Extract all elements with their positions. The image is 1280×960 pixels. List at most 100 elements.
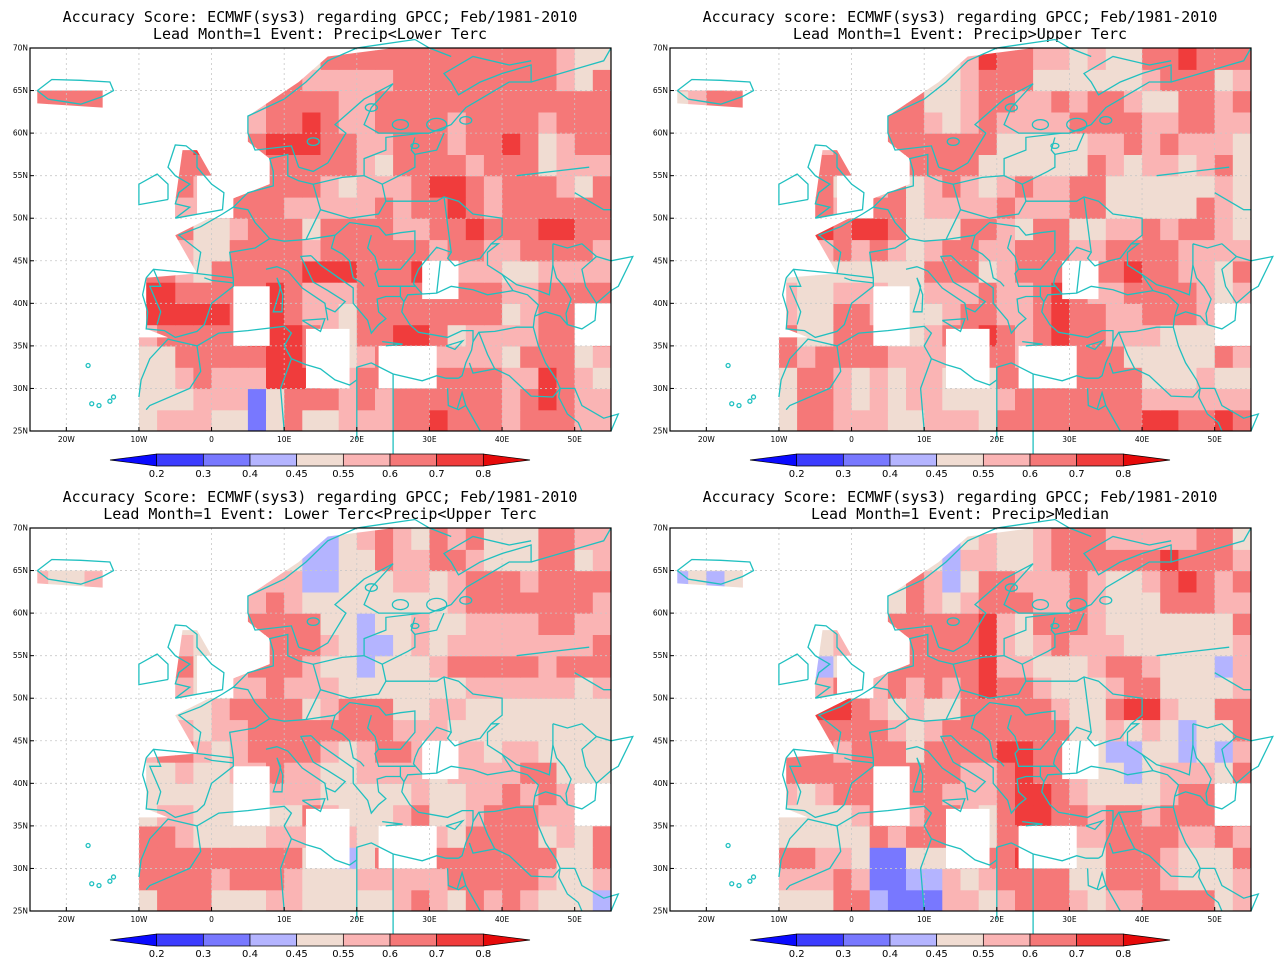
field-cell xyxy=(1196,634,1216,657)
coastline-segment xyxy=(1170,527,1252,563)
coastline-segment xyxy=(204,277,234,284)
coastline-segment xyxy=(138,653,169,686)
field-cell xyxy=(592,591,611,614)
field-cell xyxy=(375,613,394,635)
coastline-segment xyxy=(919,838,933,912)
field-cell xyxy=(1087,698,1107,721)
colorbar-label: 0.45 xyxy=(286,949,308,960)
field-cell xyxy=(1105,591,1125,614)
field-cell xyxy=(924,239,943,262)
colorbar-label: 0.55 xyxy=(332,949,354,960)
field-cell xyxy=(284,740,303,763)
field-cell xyxy=(887,698,907,721)
field-cell xyxy=(247,196,267,219)
field-cell xyxy=(1051,783,1071,806)
no-data-area xyxy=(1062,260,1099,300)
no-data-area xyxy=(574,303,611,346)
lat-tick-label: 35N xyxy=(13,821,28,830)
no-data-area xyxy=(1018,345,1077,389)
coastline-segment xyxy=(177,612,430,754)
field-cell xyxy=(247,591,267,614)
field-cell xyxy=(1160,367,1179,390)
field-cell xyxy=(447,783,467,806)
field-cell xyxy=(483,762,503,784)
field-cell xyxy=(1033,260,1052,283)
field-cell xyxy=(502,324,521,347)
field-cell xyxy=(338,69,358,92)
field-cell xyxy=(1105,698,1125,721)
field-cell xyxy=(465,239,485,262)
field-cell xyxy=(556,111,576,134)
field-cell xyxy=(1051,528,1071,550)
field-cell xyxy=(320,388,340,411)
field-cell xyxy=(556,825,576,848)
field-cell xyxy=(266,367,285,390)
field-cell xyxy=(1142,698,1161,721)
field-cell xyxy=(1160,825,1179,848)
field-cell xyxy=(266,196,285,219)
field-cell xyxy=(556,528,576,550)
field-cell xyxy=(887,889,907,911)
field-cell xyxy=(520,549,539,572)
colorbar-segment xyxy=(889,933,938,947)
field-cell xyxy=(483,175,503,198)
field-cell xyxy=(1160,175,1179,198)
field-cell xyxy=(1051,196,1071,219)
field-cell xyxy=(592,549,611,572)
field-cell xyxy=(302,719,322,742)
field-cell xyxy=(538,570,558,593)
field-cell xyxy=(356,409,376,431)
field-cell xyxy=(502,549,521,572)
field-cell xyxy=(538,133,558,155)
field-cell xyxy=(677,570,689,593)
field-cell xyxy=(375,239,394,262)
coastline-segment xyxy=(443,676,452,733)
coastline-segment xyxy=(436,740,441,774)
field-cell xyxy=(797,388,816,411)
field-cell xyxy=(157,868,176,891)
lake-outline xyxy=(426,597,448,612)
field-cell xyxy=(211,889,231,911)
field-cell xyxy=(266,825,285,848)
coastline-segment xyxy=(414,612,445,636)
field-cell xyxy=(592,762,611,784)
field-cell xyxy=(175,324,195,347)
field-cell xyxy=(1105,847,1125,870)
coastline-segment xyxy=(919,358,933,432)
field-cell xyxy=(1123,868,1143,891)
field-cell xyxy=(960,409,980,431)
field-cell xyxy=(302,889,322,911)
field-cell xyxy=(960,282,980,304)
field-cell xyxy=(483,367,503,390)
field-cell xyxy=(375,804,394,827)
field-cell xyxy=(411,154,431,177)
lat-tick-label: 65N xyxy=(13,86,28,95)
field-cell xyxy=(502,133,521,155)
field-cell xyxy=(978,409,998,431)
field-cell xyxy=(1069,634,1089,657)
field-cell xyxy=(266,655,285,678)
lat-tick-label: 60N xyxy=(13,609,28,618)
field-cell xyxy=(556,549,576,572)
field-cell xyxy=(429,69,449,92)
field-cell xyxy=(538,367,558,390)
field-cell xyxy=(1178,282,1198,304)
field-cell xyxy=(157,409,176,431)
field-cell xyxy=(284,154,303,177)
coastline-segment xyxy=(552,723,598,810)
field-cell xyxy=(37,570,49,593)
field-cell xyxy=(556,282,576,304)
field-cell xyxy=(465,409,485,431)
field-cell xyxy=(978,762,998,784)
field-cell xyxy=(942,591,962,614)
field-cell xyxy=(447,303,467,326)
island-outline xyxy=(747,398,753,404)
coastline-segment xyxy=(1039,285,1055,297)
field-cell xyxy=(483,282,503,304)
coastline-segment xyxy=(301,797,326,813)
colorbar-segment xyxy=(156,453,204,467)
coastline-segment xyxy=(1062,285,1154,296)
field-cell xyxy=(302,634,322,657)
field-cell xyxy=(320,889,340,911)
field-cell xyxy=(520,570,539,593)
